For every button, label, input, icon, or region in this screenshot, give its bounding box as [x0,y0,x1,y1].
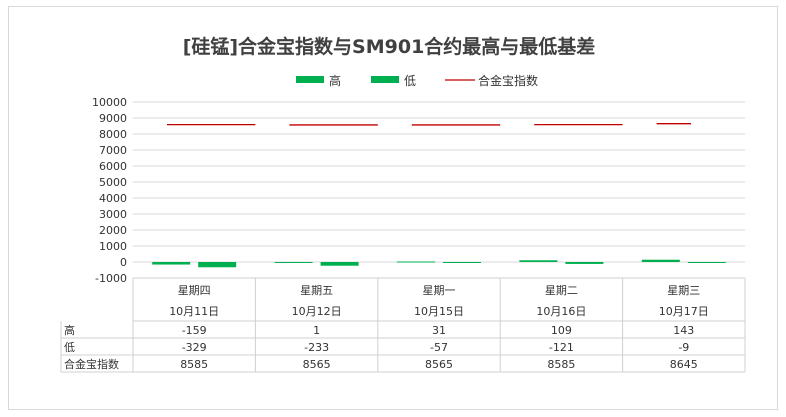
y-tick-label-11: -1000 [95,272,127,285]
bars [152,259,726,268]
legend: 高 低 合金宝指数 [296,73,538,88]
bar-low-0 [198,262,237,268]
bar-high-4 [641,259,680,262]
legend-swatch-low [371,76,399,83]
bar-low-3 [565,262,604,264]
table-cell-0-1: 1 [313,324,320,337]
date-label-4: 10月17日 [659,305,709,318]
category-label-4: 星期三 [667,284,700,297]
y-tick-label-7: 3000 [99,208,127,221]
category-label-1: 星期五 [300,284,333,297]
legend-swatch-high [296,76,324,83]
table-cell-1-2: -57 [430,341,448,354]
table-row-label-2: 合金宝指数 [64,357,119,371]
y-tick-label-6: 4000 [99,192,127,205]
date-label-2: 10月15日 [414,305,464,318]
category-label-3: 星期二 [545,284,578,297]
y-tick-label-0: 10000 [92,96,127,109]
table-cell-0-2: 31 [432,324,446,337]
table-cell-2-2: 8565 [425,358,453,371]
index-line [167,123,691,126]
table-cell-0-4: 143 [673,324,694,337]
chart-frame: [硅锰]合金宝指数与SM901合约最高与最低基差 高低合金宝指数 10000 90… [8,6,778,410]
table-cell-1-4: -9 [678,341,689,354]
bar-low-1 [320,262,359,266]
table-cell-2-4: 8645 [670,358,698,371]
category-label-0: 星期四 [178,284,211,297]
legend-label-index: 合金宝指数 [478,73,538,88]
table-cell-2-1: 8565 [303,358,331,371]
table-cell-2-0: 8585 [180,358,208,371]
y-tick-label-10: 0 [120,256,127,269]
table-row-label-0: 高 [64,323,75,337]
y-tick-label-8: 2000 [99,224,127,237]
table-cell-1-1: -233 [304,341,329,354]
y-tick-label-9: 1000 [99,240,127,253]
bar-low-4 [687,262,726,263]
y-axis: 1000090008000700060005000400030002000100… [92,96,127,285]
date-label-0: 10月11日 [169,305,219,318]
gridlines [133,101,745,279]
table-row-label-1: 低 [64,341,75,354]
bar-high-2 [397,261,435,263]
chart-title: [硅锰]合金宝指数与SM901合约最高与最低基差 [183,35,596,58]
y-tick-label-2: 8000 [99,128,127,141]
y-tick-label-5: 5000 [99,176,127,189]
y-tick-label-1: 9000 [99,112,127,125]
category-label-2: 星期一 [423,284,456,297]
table-cell-0-0: -159 [182,324,207,337]
table-cell-1-3: -121 [549,341,574,354]
chart-canvas: [硅锰]合金宝指数与SM901合约最高与最低基差 高低合金宝指数 1000090… [60,35,746,373]
y-tick-label-3: 7000 [99,144,127,157]
date-label-1: 10月12日 [292,305,342,318]
date-label-3: 10月16日 [536,305,586,318]
y-tick-label-4: 6000 [99,160,127,173]
bar-high-0 [152,262,191,265]
legend-label-high: 高 [329,73,341,88]
bar-low-2 [443,262,481,263]
legend-label-low: 低 [404,74,416,88]
table-cell-1-0: -329 [182,341,207,354]
data-table: 星期四 10月11日 星期五 10月12日 星期一 10月15日 星期二 10月16日 星期三 1… [60,277,746,373]
table-cell-2-3: 8585 [547,358,575,371]
bar-high-1 [274,261,313,263]
table-cell-0-3: 109 [551,324,572,337]
bar-high-3 [519,260,558,262]
